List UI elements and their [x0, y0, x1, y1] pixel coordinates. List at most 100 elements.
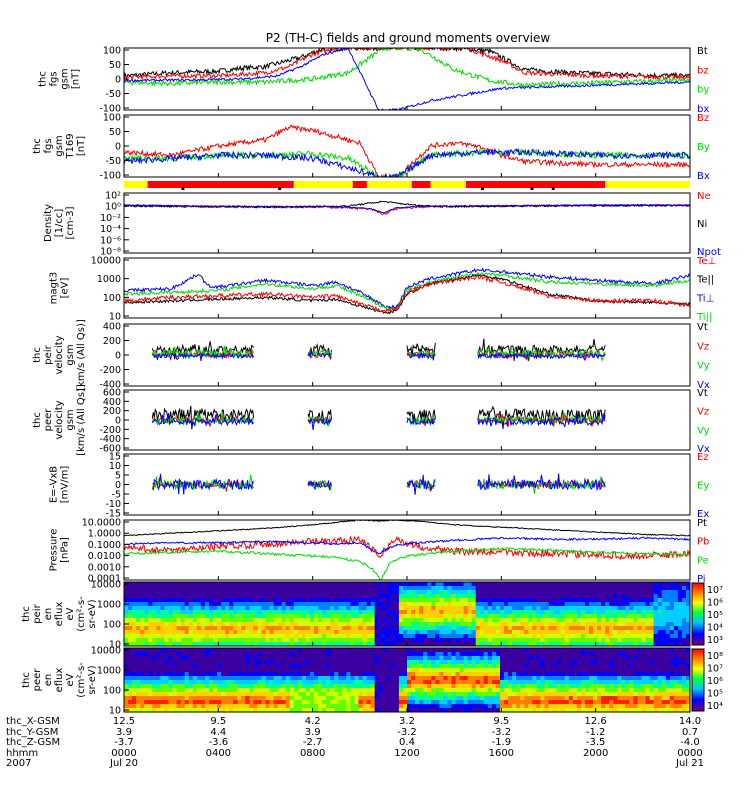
axis-value: 2000	[583, 748, 608, 759]
axis-value: -1.9	[492, 737, 512, 748]
bottom-axis: thc_X-GSMthc_Y-GSMthc_Z-GSMhhmm200712.53…	[6, 716, 704, 769]
legend-Pb: Pb	[697, 537, 709, 548]
region-segment	[147, 181, 294, 188]
axis-value: -3.7	[114, 737, 134, 748]
ytick-label: 0	[115, 351, 121, 362]
axis-value: Jul 20	[109, 758, 138, 769]
axis-value: 3.9	[305, 727, 321, 738]
ytick-label: 400	[103, 322, 121, 333]
ytick-label: 5	[115, 471, 121, 482]
legend-Vz: Vz	[697, 341, 709, 352]
series-Pe	[124, 546, 690, 580]
panel-ve: thcpeervelocitygsm[km/s (All Qs)] 6004002…	[32, 384, 710, 456]
ytick-label: 10⁻²	[100, 213, 121, 224]
ytick-label: 1000	[97, 274, 121, 285]
panel-frame	[123, 519, 691, 581]
panel-fgs: thcfgsgsm[nT] 100 50 0 -50 -100 Bt bz by bx	[38, 46, 710, 116]
axis-value: 12.5	[113, 716, 135, 727]
ytick-label: 10²	[105, 191, 121, 202]
series-Pb	[124, 535, 690, 561]
axis-row-label: 2007	[6, 758, 31, 769]
axis-value: 1600	[489, 748, 514, 759]
ytick-label: 10000	[91, 646, 121, 657]
region-tick	[551, 187, 555, 190]
series-Vt	[151, 338, 606, 362]
legend-Vt: Vt	[697, 388, 708, 399]
series-Vx	[151, 413, 606, 431]
panel-ylabel: thcpeirenefluxeV(cm²-s-sr-eV)	[21, 596, 98, 632]
axis-value: -4.0	[680, 737, 700, 748]
ytick-label: -200	[99, 425, 121, 436]
legend-Vx: Vx	[697, 380, 710, 391]
ytick-label: -50	[105, 89, 121, 100]
axis-value: -3.2	[397, 727, 417, 738]
panel-ylabel: thcpeirvelocitygsm[km/s (All Qs)]	[32, 319, 87, 391]
colorbar-label: 10⁵	[707, 610, 723, 621]
legend-Ey: Ey	[697, 481, 709, 492]
panel-ylabel: E=-VxB[mV/m]	[49, 466, 71, 504]
ytick-label: -50	[105, 156, 121, 167]
colorbar-label: 10⁴	[707, 623, 723, 634]
colorbar-label: 10⁵	[707, 689, 723, 700]
legend-Ex: Ex	[697, 509, 709, 520]
panel-vi: thcpeirvelocitygsm[km/s (All Qs)] 400 200 0…	[32, 319, 710, 391]
axis-value: 0000	[677, 748, 702, 759]
panel-temp: magt3[eV] 10000 1000 100 10 Te⊥ Te|| Ti⊥ Ti||	[49, 256, 717, 324]
region-bar	[124, 181, 690, 190]
series-Pi	[124, 536, 690, 555]
ytick-label: 10000	[91, 256, 121, 267]
panel-ylabel: thcpeervelocitygsm[km/s (All Qs)]	[32, 384, 87, 456]
ytick-label: 100	[103, 293, 121, 304]
panel-ylabel: thcfgsgsm[nT]	[38, 68, 82, 89]
ytick-label: 0.0010	[88, 562, 121, 573]
panel-ylabel: Pressure[nPa]	[49, 529, 71, 572]
legend-Pi: Pi	[697, 574, 706, 585]
axis-value: 12.6	[585, 716, 607, 727]
legend-Ni: Ni	[697, 219, 707, 230]
series-Vx	[152, 350, 606, 362]
ytick-label: 100	[103, 113, 121, 124]
ytick-label: 0.0100	[88, 551, 121, 562]
colorbar-label: 10³	[707, 635, 723, 646]
series-Bx	[124, 147, 690, 177]
colorbar	[691, 582, 705, 646]
panel-ylabel: thcfgsgsmT169[nT]	[32, 133, 87, 159]
series-by	[124, 48, 690, 89]
axis-value: Jul 21	[675, 758, 704, 769]
ytick-label: 1000	[97, 600, 121, 611]
series-Bt	[124, 48, 690, 79]
axis-value: 0400	[206, 748, 231, 759]
legend-Te||: Te||	[696, 275, 714, 286]
legend-Vz: Vz	[697, 407, 709, 418]
panel-ylabel: magt3[eV]	[49, 272, 71, 305]
axis-value: 4.2	[305, 716, 321, 727]
axis-value: -2.7	[303, 737, 323, 748]
ytick-label: 10.0000	[82, 518, 121, 529]
ytick-label: -400	[99, 380, 121, 391]
ytick-label: 10	[109, 312, 121, 323]
ytick-label: 0.1000	[88, 540, 121, 551]
ytick-label: 15	[109, 452, 121, 463]
panel-espec: thcpeerenefluxeV(cm²-s-sr-eV) 10000 1000 10…	[21, 646, 723, 717]
axis-value: 4.4	[210, 727, 226, 738]
region-segment	[465, 181, 606, 188]
ytick-label: 50	[109, 127, 121, 138]
axis-row-label: thc_X-GSM	[6, 716, 60, 727]
series-Pt	[124, 520, 690, 537]
legend-Bx: Bx	[697, 171, 710, 182]
region-segment	[293, 181, 353, 188]
series-bz	[124, 48, 690, 81]
colorbar	[691, 648, 705, 712]
axis-value: 9.5	[493, 716, 509, 727]
legend-Ne: Ne	[697, 191, 711, 202]
ytick-label: 10	[109, 706, 121, 717]
panel-dens: Density[1/cc][cm-3] 10²10⁰10⁻²10⁻⁴10⁻⁶10⁻…	[43, 191, 721, 259]
panel-ylabel: thcpeerenefluxeV(cm²-s-sr-eV)	[21, 662, 98, 698]
legend-Bt: Bt	[697, 46, 708, 57]
axis-value: -3.6	[209, 737, 229, 748]
ytick-label: 200	[103, 406, 121, 417]
legend-Te⊥: Te⊥	[696, 256, 716, 267]
axis-value: -3.5	[586, 737, 606, 748]
ytick-label: -400	[99, 434, 121, 445]
